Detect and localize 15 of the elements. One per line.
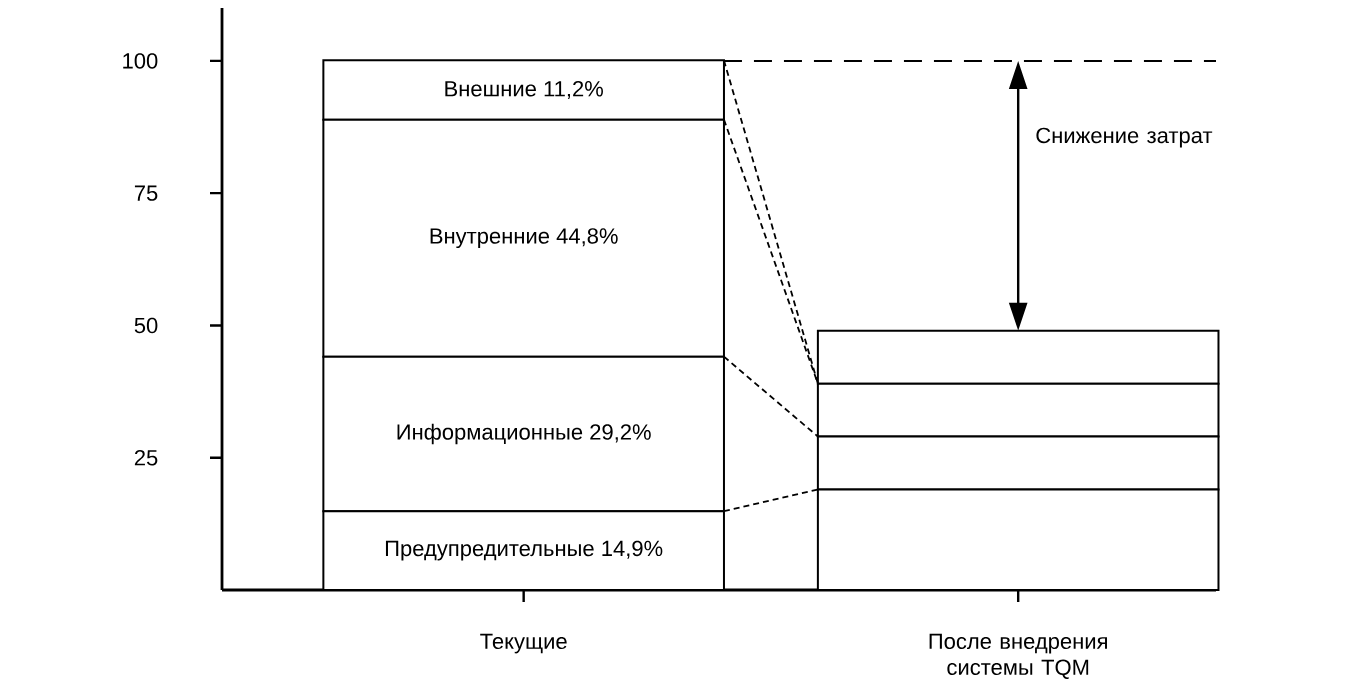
series-label: Внутренние bbox=[430, 228, 550, 249]
annotation: Снижение затрат bbox=[1036, 127, 1213, 148]
data-label: 29,2% bbox=[590, 424, 651, 443]
x-tick-label: Текущие bbox=[480, 633, 567, 654]
y-tick-label: 25 bbox=[134, 449, 158, 466]
y-tick-label: 100 bbox=[123, 53, 158, 69]
data-label: 44,8% bbox=[556, 228, 618, 247]
series-label: Внешние bbox=[445, 81, 536, 97]
data-label: 11,2% bbox=[544, 80, 603, 100]
series-label: Предупредительные bbox=[385, 540, 594, 561]
series-label: Информационные bbox=[397, 423, 583, 445]
data-label: 14,9% bbox=[602, 540, 663, 559]
y-tick-label: 75 bbox=[134, 185, 158, 201]
x-tick-label: После внедрения системы TQM bbox=[929, 633, 1107, 679]
y-tick-label: 50 bbox=[134, 317, 158, 334]
